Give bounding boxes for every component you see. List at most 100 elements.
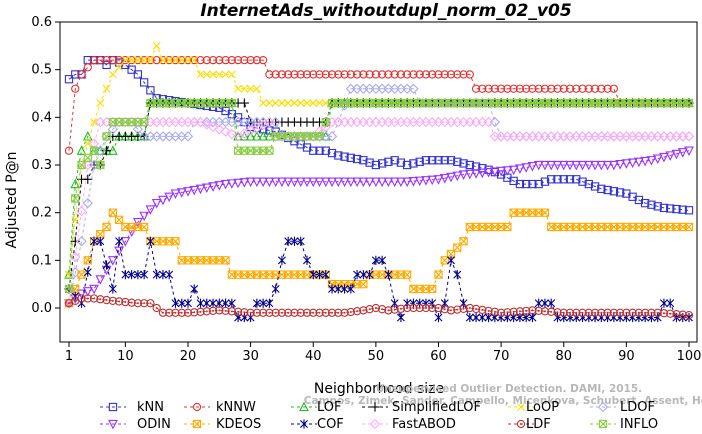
legend-label-cof: COF [317,417,344,432]
data-point-ldf [127,298,136,307]
data-point-odin [615,160,626,170]
data-point-cof [271,284,280,294]
data-point-cof [146,236,155,246]
data-point-knnw [540,84,550,93]
data-point-ldf [440,305,449,314]
data-point-cof [309,270,318,280]
data-point-cof [265,298,274,308]
data-point-knn [578,177,587,186]
data-point-inflo [89,146,99,155]
data-point-loop [196,70,205,79]
data-point-odin [183,187,193,197]
data-point-loop [190,56,199,65]
data-point-ldf [628,308,637,317]
data-point-loop [165,56,174,65]
data-point-loop [215,70,224,79]
data-point-knn [672,204,681,214]
data-point-knn [534,179,543,189]
data-point-knnw [503,84,512,93]
data-point-ldf [484,306,493,316]
data-point-odin [608,160,619,171]
data-point-ldf [102,295,111,305]
legend-item-inflo: INFLO [590,417,658,432]
data-point-loop [252,84,261,93]
legend-item-fastabod: FastABOD [362,417,456,432]
plot-layer: 1 10 20 30 40 50 60 70 80 90 100 0.0 0.1 0.2 0.3 0.4 0.5… [31,15,701,364]
data-point-odin [383,177,394,188]
data-point-cof [666,298,675,308]
data-point-cof [659,298,668,308]
data-point-knn [603,185,612,195]
data-point-ldf [302,308,312,317]
data-point-knnw [534,84,543,93]
data-point-knnw [208,55,218,65]
data-point-knnw [597,84,606,93]
data-point-odin [270,177,281,188]
data-point-lof [76,145,87,155]
data-point-odin [214,181,225,191]
data-point-kdeos [114,215,124,224]
data-point-knn [102,60,111,70]
legend-item-ldf: LDF [508,417,551,432]
data-point-ldf [171,308,180,317]
data-point-cof [371,255,380,265]
data-point-odin [483,168,494,178]
y-tick-label: 0.5 [31,63,52,78]
data-point-cof [102,260,111,270]
legend-label-simplifiedlof: SimplifiedLOF [392,400,481,415]
data-point-knn [371,160,381,170]
data-point-odin [665,151,676,161]
data-point-kdeos [108,208,117,217]
legend-marker-knn [108,402,118,412]
data-point-cof [184,298,192,308]
data-point-odin [339,177,350,188]
data-point-cof [440,298,449,308]
data-point-knnw [64,146,74,155]
data-point-kdeos [96,229,105,239]
data-point-knnw [246,55,255,65]
data-point-ldf [265,308,274,317]
data-point-knnw [496,84,506,93]
series-fastabod [63,116,695,309]
data-point-knnw [221,55,230,65]
x-axis-label: Neighborhood size [314,381,444,397]
data-point-ldf [609,308,618,317]
data-point-cof [315,270,324,280]
data-point-cof [165,270,174,280]
data-point-knnw [459,70,468,79]
data-point-simplifiedlof [83,174,93,184]
data-point-loop [71,215,80,224]
data-point-loop [102,84,111,93]
data-point-knnw [183,55,193,65]
data-point-loop [96,99,105,108]
legend: kNN kNNW LOF SimplifiedLOF LoOP LDOF ODIN KDEOS… [100,400,658,432]
data-point-knnw [415,70,424,79]
data-point-odin [414,176,425,187]
data-point-ldf [615,308,625,317]
data-point-knnw [522,84,531,93]
data-point-knn [659,203,669,213]
data-point-ldf [478,305,487,315]
data-point-cof [171,298,180,308]
data-point-loop [202,70,211,79]
data-point-knnw [377,70,387,79]
data-point-cof [252,298,261,308]
data-point-knn [334,151,343,160]
data-point-ldof [101,131,112,142]
data-point-odin [684,146,694,157]
data-point-odin [126,227,137,238]
data-point-ldf [140,299,149,308]
data-point-ldof [326,131,338,142]
data-point-cof [396,312,405,323]
data-point-odin [239,178,250,188]
data-point-cof [108,284,117,294]
data-point-cof [465,312,474,323]
data-point-ldf [659,309,669,318]
x-tick-label: 80 [555,349,572,364]
data-point-knn [71,70,80,79]
data-point-odin [277,177,287,188]
data-point-knnw [584,84,593,93]
data-point-odin [602,160,613,171]
data-point-ldof [82,197,93,209]
data-point-ldf [678,310,687,319]
